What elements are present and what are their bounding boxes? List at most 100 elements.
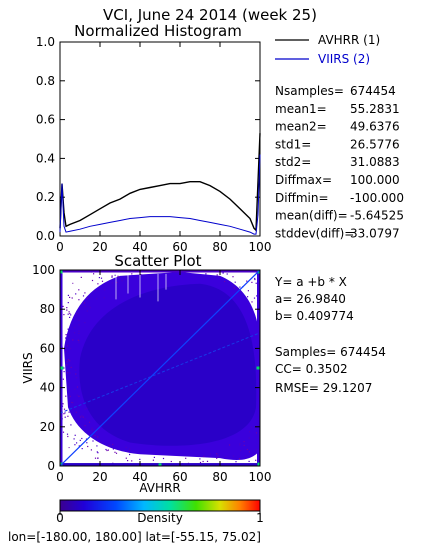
scatter-point	[253, 297, 256, 299]
scatter-point	[76, 394, 78, 396]
scatter-point	[78, 340, 80, 342]
scatter-point	[92, 440, 94, 442]
scatter-point	[62, 431, 65, 433]
scatter-point	[84, 418, 86, 420]
scatter-point	[87, 445, 89, 448]
scatter-point	[78, 324, 80, 326]
stat-label: mean1=	[275, 102, 327, 116]
stat-value: 100.000	[350, 173, 400, 187]
scatter-point	[239, 444, 241, 446]
scatter-point	[82, 415, 84, 417]
scatter-point	[216, 274, 218, 276]
histogram-x-tick-label: 80	[212, 240, 227, 254]
scatter-point	[254, 277, 256, 280]
scatter-point	[63, 314, 65, 316]
scatter-point	[70, 366, 72, 368]
scatter-point	[101, 280, 104, 282]
scatter-point	[117, 277, 120, 279]
scatter-point	[78, 330, 80, 332]
scatter-title: Scatter Plot	[114, 252, 201, 270]
scatter-point	[76, 386, 79, 388]
scatter-y-tick-label: 80	[40, 302, 55, 316]
scatter-x-tick-label: 0	[56, 470, 64, 484]
histogram-y-tick-label: 0.4	[36, 151, 55, 165]
scatter-point	[75, 377, 78, 379]
scatter-point	[256, 295, 258, 297]
scatter-point	[71, 401, 73, 404]
scatter-point	[84, 425, 86, 427]
scatter-point	[96, 445, 98, 447]
scatter-point	[65, 347, 67, 349]
scatter-point	[97, 452, 99, 454]
scatter-point	[244, 455, 247, 457]
scatter-point	[72, 339, 74, 341]
scatter-point	[68, 311, 70, 313]
figure-title: VCI, June 24 2014 (week 25)	[103, 6, 317, 24]
scatter-point	[86, 442, 88, 444]
scatter-density-inner	[79, 283, 257, 446]
scatter-point	[66, 307, 68, 309]
scatter-point	[63, 413, 65, 415]
scatter-point	[106, 449, 108, 452]
scatter-x-tick-label: 40	[132, 470, 147, 484]
scatter-point	[65, 337, 67, 339]
scatter-identity-line	[60, 270, 260, 466]
scatter-point	[97, 283, 99, 285]
scatter-point	[84, 292, 86, 294]
scatter-point	[74, 332, 76, 334]
scatter-point	[69, 312, 71, 315]
histogram-x-tick-label: 60	[172, 240, 187, 254]
scatter-point	[67, 302, 69, 304]
scatter-point	[65, 395, 67, 397]
scatter-y-tick-label: 100	[32, 263, 55, 277]
scatter-point	[238, 458, 241, 460]
scatter-point	[76, 442, 78, 444]
scatter-point	[246, 280, 248, 282]
scatter-point	[77, 339, 79, 341]
scatter-point	[68, 386, 70, 389]
fit-stats: Y= a +b * X a= 26.9840 b= 0.409774 Sampl…	[274, 275, 386, 395]
series-line-avhrr	[59, 133, 261, 232]
scatter-point	[94, 290, 96, 292]
stat-value: -100.000	[350, 191, 404, 205]
scatter-point	[243, 441, 245, 443]
scatter-point	[109, 444, 111, 446]
scatter-point	[96, 451, 98, 453]
scatter-x-tick-label: 80	[212, 470, 227, 484]
histogram-x-tick-label: 20	[92, 240, 107, 254]
scatter-point	[63, 367, 65, 369]
histogram-title: Normalized Histogram	[74, 22, 242, 40]
scatter-point	[185, 457, 187, 459]
scatter-point	[81, 448, 83, 450]
scatter-point	[139, 458, 141, 460]
scatter-point	[85, 438, 88, 440]
scatter-point	[108, 445, 110, 447]
scatter-point	[70, 424, 72, 426]
scatter-point	[216, 453, 218, 455]
scatter-point	[65, 334, 67, 336]
scatter-point	[255, 427, 257, 429]
scatter-y-tick-label: 20	[40, 420, 55, 434]
scatter-point	[255, 449, 257, 451]
scatter-point	[62, 305, 64, 307]
scatter-point	[86, 407, 88, 410]
scatter-point	[203, 455, 205, 458]
scatter-point	[81, 437, 83, 440]
scatter-point	[89, 306, 91, 309]
stat-value: 33.0797	[350, 226, 400, 240]
scatter-point	[66, 433, 69, 435]
scatter-point	[100, 277, 103, 279]
scatter-point	[131, 460, 133, 462]
scatter-point	[76, 313, 78, 315]
footer-range: lon=[-180.00, 180.00] lat=[-55.15, 75.02…	[8, 530, 261, 544]
scatter-point	[75, 373, 77, 375]
histogram-legend: AVHRR (1) VIIRS (2)	[275, 33, 380, 66]
scatter-point	[78, 341, 80, 344]
legend-label-viirs: VIIRS (2)	[318, 52, 370, 66]
scatter-point	[64, 412, 66, 414]
stat-label: Nsamples=	[275, 84, 344, 98]
scatter-point	[217, 455, 219, 457]
stat-value: 26.5776	[350, 137, 400, 151]
scatter-point	[249, 431, 251, 433]
scatter-point	[75, 369, 77, 371]
